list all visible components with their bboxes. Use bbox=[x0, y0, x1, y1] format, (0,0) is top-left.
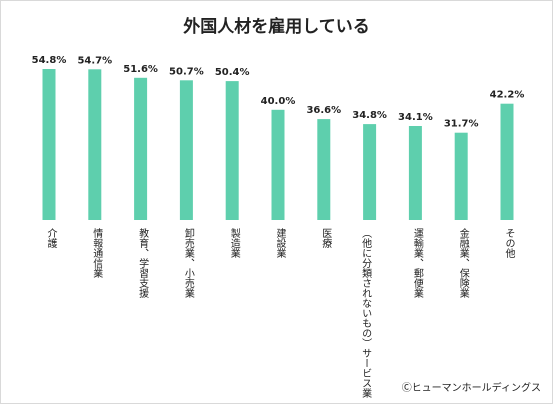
bar-11 bbox=[500, 103, 514, 220]
bar-1 bbox=[42, 69, 56, 220]
category-label-line: その他 bbox=[503, 228, 514, 258]
bar-8 bbox=[363, 124, 377, 220]
value-label-2: 54.7% bbox=[77, 55, 112, 66]
category-label-line: 製造業 bbox=[228, 228, 240, 258]
bar-9 bbox=[408, 126, 422, 220]
chart-title: 外国人材を雇用している bbox=[183, 17, 370, 37]
category-label-1: 介護 bbox=[44, 228, 56, 248]
category-label-10: 金融業、保険業 bbox=[456, 228, 468, 298]
category-label-2: 情報通信業 bbox=[90, 228, 102, 278]
value-label-11: 42.2% bbox=[490, 90, 525, 101]
bar-5 bbox=[225, 81, 239, 220]
value-label-1: 54.8% bbox=[32, 55, 67, 66]
category-label-line: 卸売業、小売業 bbox=[182, 228, 194, 298]
value-label-6: 40.0% bbox=[261, 96, 296, 107]
value-label-3: 51.6% bbox=[123, 64, 158, 75]
value-label-4: 50.7% bbox=[169, 66, 204, 77]
category-label-line: 建設業 bbox=[274, 228, 285, 258]
category-label-line: （他に分類されないもの） bbox=[359, 228, 371, 348]
bar-6 bbox=[271, 109, 285, 220]
value-label-5: 50.4% bbox=[215, 67, 250, 78]
bar-3 bbox=[134, 77, 148, 220]
category-label-line: 介護 bbox=[45, 228, 56, 248]
bar-7 bbox=[317, 119, 331, 220]
category-label-line: 金融業、保険業 bbox=[457, 228, 469, 298]
value-label-8: 34.8% bbox=[352, 110, 387, 121]
category-label-6: 建設業 bbox=[273, 228, 285, 258]
category-label-3: 教育、学習支援 bbox=[136, 228, 148, 298]
category-label-line: 教育、学習支援 bbox=[136, 228, 148, 298]
copyright-text: Ⓒヒューマンホールディングス bbox=[401, 383, 541, 394]
category-label-5: 製造業 bbox=[227, 228, 239, 258]
bar-4 bbox=[179, 80, 193, 220]
category-label-8: （他に分類されないもの）サービス業 bbox=[359, 228, 371, 398]
category-label-line: 情報通信業 bbox=[90, 228, 102, 278]
category-label-line: 医療 bbox=[319, 228, 331, 248]
bar-2 bbox=[88, 69, 102, 220]
category-label-11: その他 bbox=[502, 228, 514, 258]
category-label-line: 運輸業、郵便業 bbox=[411, 228, 423, 298]
value-label-7: 36.6% bbox=[306, 105, 341, 116]
category-label-7: 医療 bbox=[319, 228, 331, 248]
category-label-4: 卸売業、小売業 bbox=[181, 228, 193, 298]
category-label-line: サービス業 bbox=[359, 348, 371, 398]
category-label-9: 運輸業、郵便業 bbox=[410, 228, 422, 298]
value-label-10: 31.7% bbox=[444, 119, 479, 130]
value-label-9: 34.1% bbox=[398, 112, 433, 123]
bar-10 bbox=[454, 132, 468, 220]
